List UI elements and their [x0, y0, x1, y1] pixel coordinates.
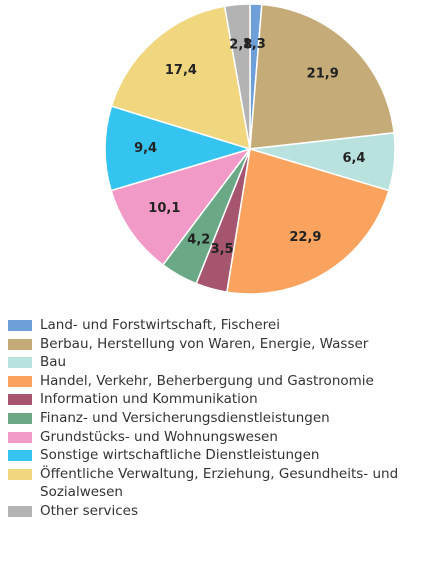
pie-slice	[225, 148, 390, 295]
legend-label: Land- und Forstwirtschaft, Fischerei	[40, 317, 280, 333]
data-label: 1,3	[243, 37, 266, 52]
data-label: 22,9	[289, 230, 321, 245]
legend-item: Land- und Forstwirtschaft, Fischerei	[8, 316, 426, 335]
pie-slice	[110, 147, 252, 266]
legend-label: Sonstige wirtschaftliche Dienstleistunge…	[40, 447, 320, 464]
pie-slice	[249, 3, 395, 150]
chart: 1,3 21,9 6,4 22,9 3,54,2 10,1 9,4 17,4 2,8	[104, 3, 396, 295]
data-label: 9,4	[134, 141, 157, 156]
legend-swatch	[8, 338, 32, 350]
legend-swatch	[8, 320, 32, 331]
legend-label: Berbau, Herstellung von Waren, Energie, …	[40, 335, 369, 352]
legend-item: Finanz- und Versicherungsdienstleistunge…	[8, 409, 426, 428]
legend-swatch	[8, 450, 32, 462]
legend-swatch	[8, 394, 32, 406]
pie-slice	[110, 5, 251, 151]
legend-label: Other services	[40, 502, 139, 519]
data-label: 17,4	[165, 63, 197, 78]
legend-label: Handel, Verkehr, Beherbergung und Gastro…	[40, 372, 374, 389]
data-label: 6,4	[342, 151, 365, 166]
data-label: 2,8	[229, 38, 252, 53]
legend-item: Information und Kommunikation	[8, 390, 426, 409]
legend-item: Other services	[8, 502, 426, 521]
legend-label: Finanz- und Versicherungsdienstleistunge…	[40, 409, 330, 426]
data-label: 3,5	[211, 242, 234, 257]
legend-label: Grundstücks- und Wohnungswesen	[40, 428, 278, 445]
legend-item: Berbau, Herstellung von Waren, Energie, …	[8, 335, 426, 354]
legend-label: Bau	[40, 354, 67, 371]
legend-swatch	[8, 505, 32, 517]
data-label: 21,9	[307, 67, 339, 82]
legend: Land- und Forstwirtschaft, Fischerei Berb…	[8, 316, 426, 521]
legend-item: Grundstücks- und Wohnungswesen	[8, 428, 426, 447]
legend-swatch	[8, 431, 32, 443]
legend-item: Handel, Verkehr, Beherbergung und Gastro…	[8, 372, 426, 391]
pie-slice	[223, 3, 251, 150]
legend-swatch	[8, 357, 32, 369]
legend-item: Sonstige wirtschaftliche Dienstleistunge…	[8, 446, 426, 465]
legend-label: Information und Kommunikation	[40, 391, 258, 408]
data-label: 4,2	[187, 232, 210, 247]
pie-slice	[104, 105, 253, 192]
legend-swatch	[8, 468, 32, 480]
legend-swatch	[8, 375, 32, 387]
legend-item: Bau	[8, 353, 426, 372]
legend-item: Öffentliche Verwaltung, Erziehung, Gesun…	[8, 465, 426, 502]
legend-label: Öffentliche Verwaltung, Erziehung, Gesun…	[40, 465, 399, 501]
data-label: 10,1	[148, 201, 180, 216]
legend-swatch	[8, 412, 32, 424]
